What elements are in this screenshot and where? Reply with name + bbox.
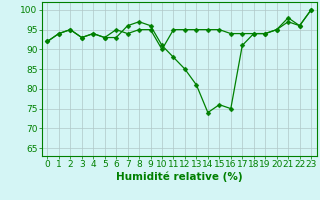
X-axis label: Humidité relative (%): Humidité relative (%) (116, 172, 243, 182)
